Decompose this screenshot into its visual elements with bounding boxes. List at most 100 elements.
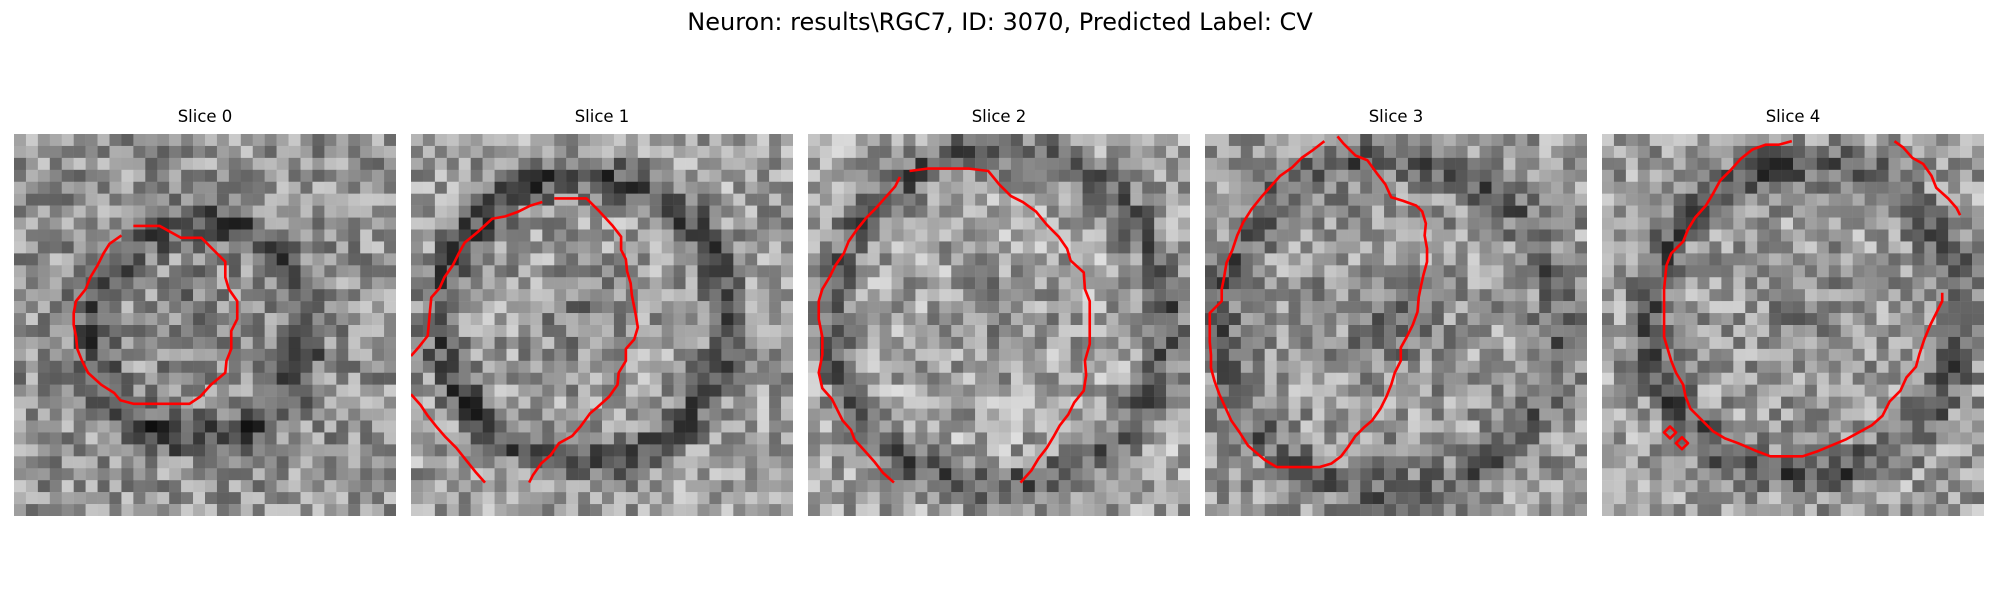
pixel	[721, 289, 734, 302]
pixel	[1443, 480, 1456, 493]
pixel	[1106, 265, 1119, 278]
pixel	[1876, 181, 1889, 194]
pixel	[927, 229, 940, 242]
pixel	[1602, 313, 1615, 326]
pixel	[1118, 456, 1131, 469]
pixel	[1384, 313, 1397, 326]
pixel	[566, 468, 579, 481]
pixel	[1312, 157, 1325, 171]
pixel	[1360, 456, 1373, 469]
pixel	[1443, 456, 1456, 469]
pixel	[1312, 360, 1325, 373]
pixel	[506, 289, 519, 302]
pixel	[1336, 145, 1349, 159]
pixel	[434, 157, 448, 171]
pixel	[808, 325, 821, 338]
pixel	[1154, 134, 1167, 147]
pixel	[649, 193, 662, 206]
pixel	[843, 205, 856, 218]
pixel	[1503, 504, 1516, 516]
pixel	[1840, 205, 1853, 218]
pixel	[1419, 134, 1433, 147]
pixel	[1010, 456, 1024, 469]
pixel	[855, 313, 868, 326]
pixel	[1360, 229, 1373, 242]
pixel	[121, 384, 134, 397]
pixel	[1154, 432, 1167, 445]
pixel	[228, 468, 242, 481]
pixel	[1972, 348, 1984, 362]
pixel	[1443, 420, 1456, 433]
pixel	[181, 265, 194, 278]
pixel	[1948, 265, 1961, 278]
pixel	[602, 408, 615, 421]
pixel	[781, 181, 793, 194]
pixel	[1649, 384, 1662, 397]
pixel	[506, 432, 519, 445]
pixel	[530, 325, 543, 338]
pixel	[1491, 360, 1504, 373]
pixel	[1022, 134, 1036, 147]
pixel	[1396, 325, 1409, 338]
pixel	[1336, 241, 1349, 254]
pixel	[637, 313, 650, 326]
pixel	[1348, 396, 1361, 409]
pixel	[14, 277, 27, 290]
pixel	[697, 492, 710, 505]
pixel	[288, 325, 301, 338]
pixel	[37, 253, 51, 266]
pixel	[470, 277, 483, 290]
pixel	[697, 396, 710, 409]
pixel	[1312, 253, 1325, 266]
pixel	[1431, 492, 1444, 505]
pixel	[252, 277, 265, 290]
pixel	[1455, 289, 1468, 302]
pixel	[1721, 169, 1734, 182]
pixel	[661, 492, 674, 505]
pixel	[831, 193, 845, 206]
pixel	[216, 444, 230, 457]
pixel	[554, 277, 567, 290]
pixel	[1840, 372, 1853, 385]
pixel	[240, 205, 253, 218]
pixel	[157, 157, 170, 171]
pixel	[733, 301, 746, 314]
pixel	[927, 265, 940, 278]
pixel	[927, 181, 940, 194]
pixel	[855, 289, 868, 302]
pixel	[49, 348, 62, 362]
pixel	[1709, 134, 1722, 147]
pixel	[193, 169, 206, 182]
pixel	[781, 169, 793, 182]
pixel	[963, 145, 976, 159]
pixel	[300, 205, 313, 218]
pixel	[1948, 325, 1961, 338]
pixel	[1491, 229, 1504, 242]
pixel	[808, 277, 821, 290]
pixel	[808, 265, 821, 278]
pixel	[1828, 301, 1841, 314]
pixel	[649, 145, 662, 159]
pixel	[1527, 348, 1540, 362]
pixel	[1685, 313, 1698, 326]
pixel	[1661, 360, 1674, 373]
pixel	[37, 205, 51, 218]
pixel	[637, 408, 650, 421]
pixel	[1575, 277, 1587, 290]
pixel	[482, 289, 495, 302]
pixel	[1467, 205, 1480, 218]
pixel	[590, 336, 603, 350]
pixel	[1070, 277, 1083, 290]
pixel	[867, 229, 880, 242]
pixel	[1324, 193, 1337, 206]
pixel	[348, 253, 361, 266]
pixel	[1010, 313, 1024, 326]
pixel	[1178, 432, 1190, 445]
pixel	[1407, 420, 1421, 433]
pixel	[1443, 253, 1456, 266]
pixel	[133, 408, 146, 421]
pixel	[1948, 277, 1961, 290]
pixel	[661, 372, 674, 385]
pixel	[1276, 492, 1289, 505]
slice-image-1	[411, 134, 793, 516]
